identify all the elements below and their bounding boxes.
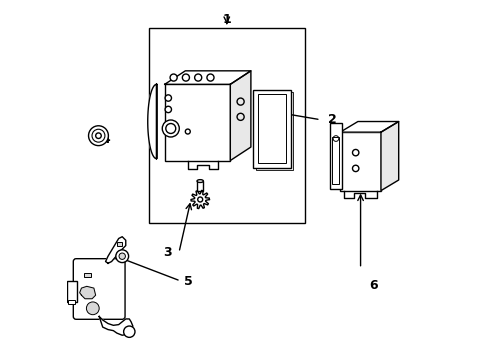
Text: 5: 5	[184, 275, 193, 288]
Bar	[340, 132, 380, 191]
Circle shape	[96, 133, 101, 139]
Polygon shape	[191, 190, 209, 208]
Polygon shape	[380, 122, 398, 191]
Text: 1: 1	[222, 13, 231, 26]
Circle shape	[194, 74, 202, 81]
Bar	[67, 281, 77, 302]
Text: 4: 4	[101, 133, 109, 146]
Bar	[329, 123, 341, 189]
Circle shape	[162, 120, 179, 137]
Circle shape	[165, 95, 171, 101]
FancyBboxPatch shape	[73, 259, 125, 319]
Circle shape	[123, 326, 135, 337]
Polygon shape	[80, 286, 96, 299]
Circle shape	[116, 250, 128, 262]
Bar	[164, 84, 230, 161]
Bar	[257, 94, 286, 163]
Ellipse shape	[197, 180, 203, 183]
Circle shape	[88, 126, 108, 145]
Polygon shape	[147, 84, 156, 159]
Polygon shape	[340, 122, 398, 132]
Circle shape	[237, 113, 244, 120]
Text: 6: 6	[369, 279, 377, 292]
Polygon shape	[230, 71, 250, 161]
Bar	[117, 242, 122, 246]
Bar	[148, 28, 304, 222]
Circle shape	[170, 74, 177, 81]
Bar	[68, 300, 75, 304]
Circle shape	[237, 98, 244, 105]
Polygon shape	[99, 316, 133, 335]
Circle shape	[86, 302, 99, 315]
Circle shape	[206, 74, 214, 81]
Polygon shape	[164, 71, 250, 84]
Circle shape	[185, 129, 190, 134]
Circle shape	[352, 149, 358, 156]
Circle shape	[352, 165, 358, 172]
Circle shape	[197, 197, 202, 202]
Text: 3: 3	[163, 246, 171, 259]
Text: 2: 2	[327, 113, 336, 126]
Circle shape	[165, 123, 175, 134]
Polygon shape	[105, 237, 125, 263]
Bar	[256, 93, 293, 170]
Bar	[331, 138, 339, 184]
Circle shape	[119, 253, 125, 260]
Bar	[197, 181, 203, 191]
Bar	[84, 273, 91, 278]
Circle shape	[165, 106, 171, 113]
Bar	[253, 90, 290, 168]
Circle shape	[182, 74, 189, 81]
